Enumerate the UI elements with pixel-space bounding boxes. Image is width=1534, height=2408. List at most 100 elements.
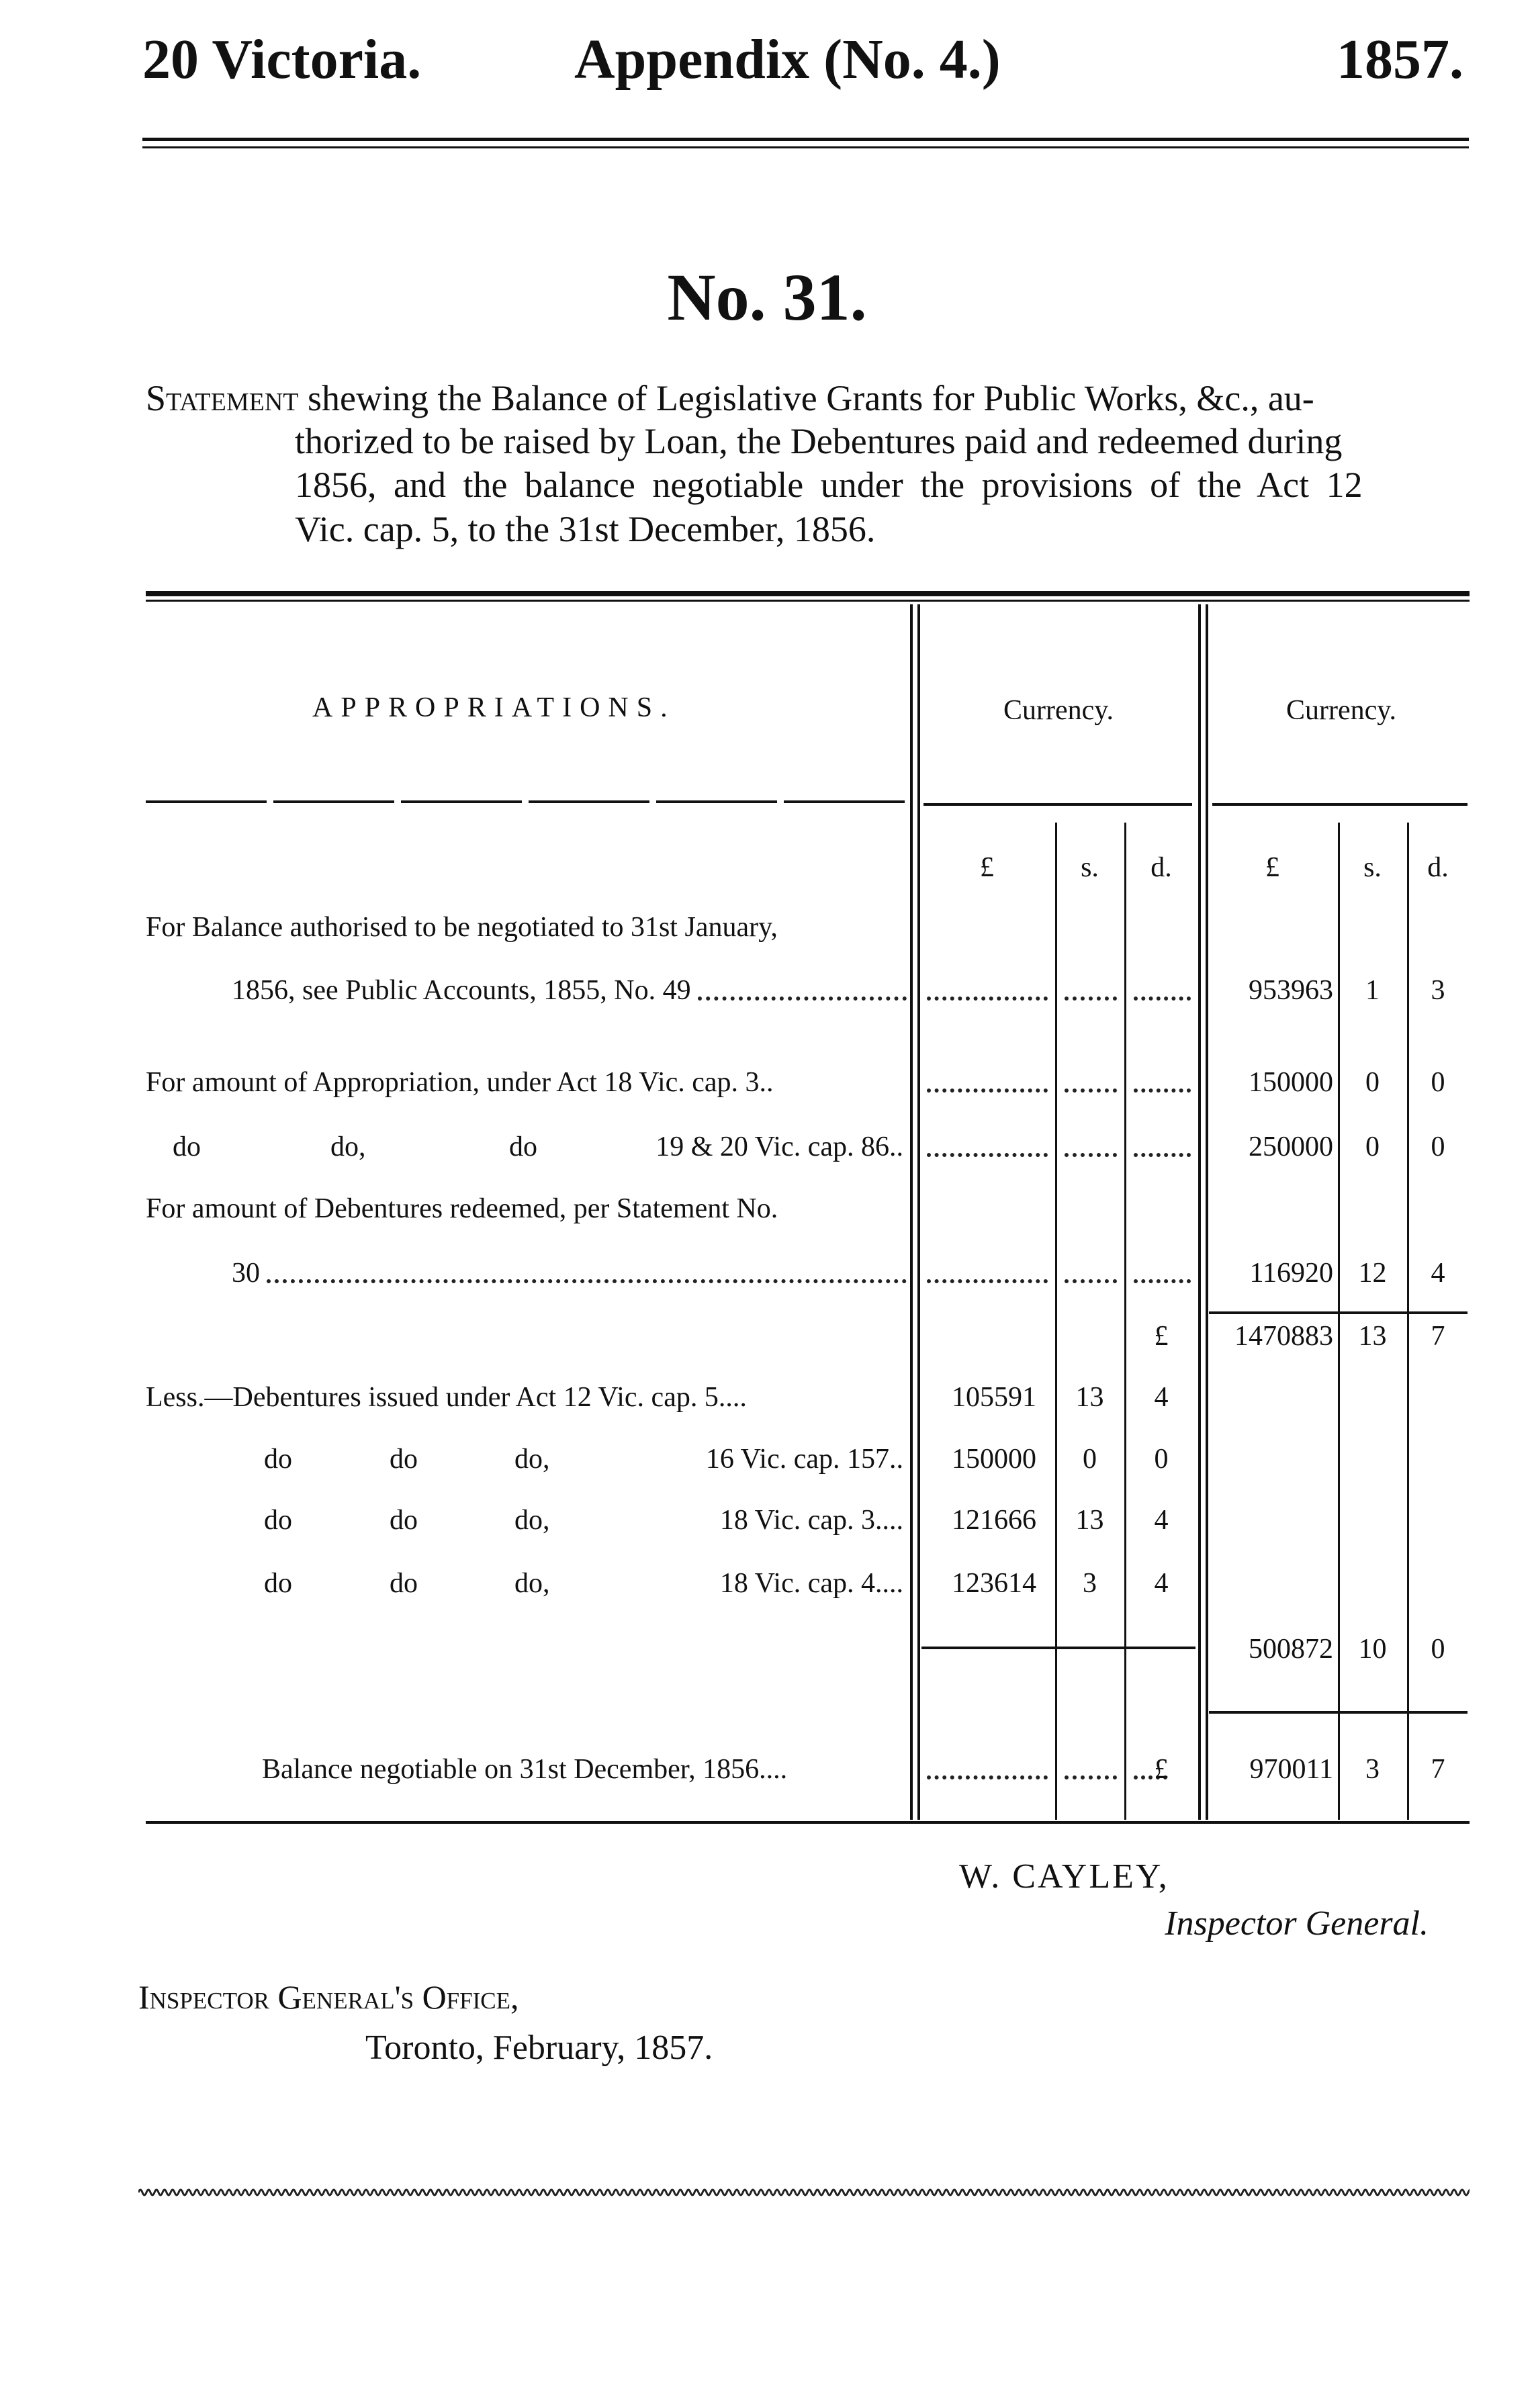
pounds-total-cell: 150000: [1249, 1067, 1333, 1098]
dot-leader: [1065, 1775, 1117, 1779]
statement-line-2: thorized to be raised by Loan, the Deben…: [295, 421, 1343, 461]
dot-leader: [1134, 1279, 1191, 1283]
statement-line-3: 1856, and the balance negotiable under t…: [295, 465, 1363, 505]
row-label-part: do: [264, 1444, 292, 1475]
shillings-cell: 13: [1075, 1382, 1104, 1413]
shillings-total-cell: 1: [1365, 975, 1380, 1006]
currency-header-2: Currency.: [1285, 695, 1397, 726]
dot-leader: [267, 1279, 907, 1283]
pence-total-cell: 7: [1431, 1321, 1445, 1352]
unit-header: s.: [1363, 852, 1382, 883]
dot-leader: [1065, 1153, 1117, 1157]
header-rule-top: [142, 138, 1469, 141]
pounds-total-cell: 970011: [1249, 1754, 1333, 1785]
row-label-part: do,: [514, 1444, 550, 1475]
row-label-part: do: [390, 1505, 418, 1536]
row-label-part: do: [264, 1568, 292, 1599]
column-divider: [1407, 823, 1409, 1820]
row-label-part: do: [390, 1444, 418, 1475]
dot-leader: [1134, 1089, 1191, 1093]
pounds-total-cell: 500872: [1249, 1634, 1333, 1665]
statement-text: shewing the Balance of Legislative Grant…: [298, 378, 1314, 418]
currency-header-1: Currency.: [1003, 695, 1114, 726]
row-label-part: do,: [330, 1131, 366, 1162]
pounds-cell: 150000: [952, 1444, 1036, 1475]
currency-header-rule-1: [923, 803, 1192, 806]
column-divider: [917, 604, 920, 1820]
balance-rule: [1209, 1711, 1468, 1714]
pence-cell: £: [1154, 1321, 1169, 1352]
column-divider: [1055, 823, 1057, 1820]
dot-leader: [1134, 1153, 1191, 1157]
unit-header: d.: [1427, 852, 1449, 883]
pence-cell: 4: [1154, 1382, 1169, 1413]
column-divider: [1338, 823, 1340, 1820]
pence-cell: 4: [1154, 1505, 1169, 1536]
pence-total-cell: 4: [1431, 1258, 1445, 1289]
row-label: For amount of Debentures redeemed, per S…: [146, 1193, 778, 1224]
pounds-total-cell: 250000: [1249, 1131, 1333, 1162]
column-divider: [1206, 604, 1208, 1820]
pence-total-cell: 7: [1431, 1754, 1445, 1785]
office-line-1: Inspector General's Office,: [138, 1978, 519, 2016]
pence-cell: 0: [1154, 1444, 1169, 1475]
row-label-part: 18 Vic. cap. 3....: [719, 1505, 903, 1536]
header-session: 20 Victoria.: [142, 28, 422, 91]
statement-line-1: Statement shewing the Balance of Legisla…: [146, 376, 1314, 420]
appropriations-header: APPROPRIATIONS.: [312, 692, 676, 723]
row-label-part: do: [509, 1131, 537, 1162]
row-label-part: do: [264, 1505, 292, 1536]
pence-cell: 4: [1154, 1568, 1169, 1599]
shillings-total-cell: 13: [1358, 1321, 1387, 1352]
dot-leader: [1065, 1279, 1117, 1283]
unit-header: s.: [1081, 852, 1099, 883]
unit-header: £: [980, 852, 994, 883]
row-label: Less.—Debentures issued under Act 12 Vic…: [146, 1382, 747, 1413]
shillings-cell: 3: [1083, 1568, 1097, 1599]
column-divider: [910, 604, 913, 1820]
pounds-total-cell: 953963: [1249, 975, 1333, 1006]
unit-header: d.: [1150, 852, 1172, 883]
dot-leader: [1065, 997, 1117, 1001]
shillings-total-cell: 12: [1358, 1258, 1387, 1289]
pounds-total-cell: 1470883: [1234, 1321, 1333, 1352]
shillings-cell: 13: [1075, 1505, 1104, 1536]
shillings-total-cell: 0: [1365, 1131, 1380, 1162]
row-label: For amount of Appropriation, under Act 1…: [146, 1067, 774, 1098]
row-label-part: do,: [514, 1568, 550, 1599]
pence-total-cell: 0: [1431, 1634, 1445, 1665]
subtotal-rule: [1209, 1311, 1468, 1314]
row-label-part: 18 Vic. cap. 4....: [719, 1568, 903, 1599]
pounds-cell: [919, 1753, 1036, 1786]
pounds-cell: 123614: [952, 1568, 1036, 1599]
column-divider: [1124, 823, 1126, 1820]
shillings-cell: [1055, 1753, 1124, 1786]
row-label-part: 16 Vic. cap. 157..: [705, 1444, 903, 1475]
dot-leader: [927, 1089, 1048, 1093]
row-label-part: do: [173, 1131, 201, 1162]
shillings-total-cell: 10: [1358, 1634, 1387, 1665]
shillings-cell: [1055, 1319, 1124, 1353]
row-label: Balance negotiable on 31st December, 185…: [262, 1754, 788, 1785]
row-label: For Balance authorised to be negotiated …: [146, 912, 778, 943]
pounds-cell: 121666: [952, 1505, 1036, 1536]
appropriations-header-rule: [146, 800, 905, 803]
dot-leader: [927, 1153, 1048, 1157]
pounds-cell: 105591: [952, 1382, 1036, 1413]
shillings-total-cell: 0: [1365, 1067, 1380, 1098]
less-total-rule: [921, 1647, 1195, 1649]
row-label: 1856, see Public Accounts, 1855, No. 49: [232, 975, 691, 1006]
shillings-cell: 0: [1083, 1444, 1097, 1475]
dot-leader: [927, 1279, 1048, 1283]
signature-name: W. CAYLEY,: [959, 1857, 1169, 1896]
dot-leader: [927, 1775, 1048, 1779]
row-label-part: 19 & 20 Vic. cap. 86..: [656, 1131, 903, 1162]
pence-total-cell: 0: [1431, 1131, 1445, 1162]
header-appendix: Appendix (No. 4.): [574, 28, 1001, 91]
column-divider: [1198, 604, 1201, 1820]
signature-title: Inspector General.: [1165, 1904, 1429, 1943]
page-title: No. 31.: [667, 260, 867, 334]
table-top-rule: [146, 591, 1470, 596]
header-rule-bottom: [142, 146, 1469, 148]
row-label-part: do: [390, 1568, 418, 1599]
